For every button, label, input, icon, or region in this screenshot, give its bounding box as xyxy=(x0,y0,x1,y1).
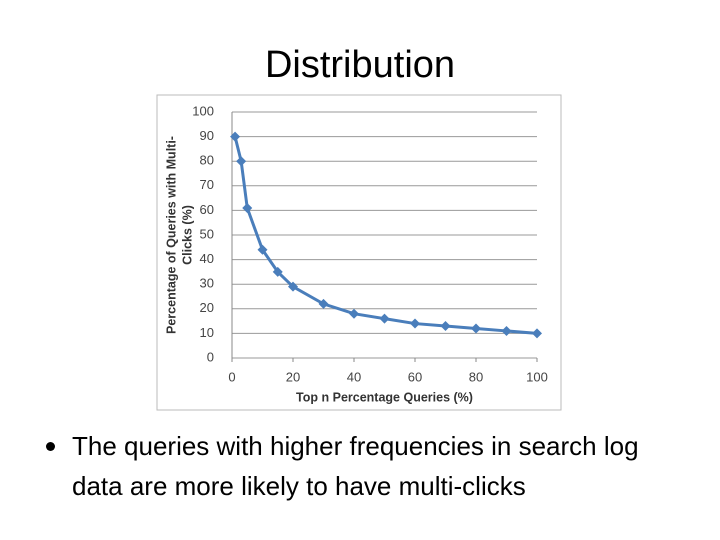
y-tick-label: 40 xyxy=(200,251,214,266)
y-tick-label: 60 xyxy=(200,202,214,217)
data-point xyxy=(242,202,253,213)
y-tick-label: 10 xyxy=(200,325,214,340)
data-point xyxy=(379,313,390,324)
y-tick-label: 50 xyxy=(200,226,214,241)
bullet-dot xyxy=(46,442,55,451)
data-point xyxy=(236,156,247,167)
data-point xyxy=(272,266,283,277)
bullet: The queries with higher frequencies in s… xyxy=(46,426,682,506)
chart-frame xyxy=(156,94,562,411)
x-tick-label: 80 xyxy=(469,369,483,384)
data-point xyxy=(349,308,359,319)
data-point xyxy=(257,244,268,255)
data-line xyxy=(233,136,538,335)
x-tick-label: 20 xyxy=(286,369,300,384)
data-point xyxy=(230,131,241,142)
x-axis-label: Top n Percentage Queries (%) xyxy=(296,390,473,404)
y-tick-label: 100 xyxy=(192,103,214,118)
data-point xyxy=(318,298,329,309)
y-tick-label: 30 xyxy=(200,276,214,291)
y-tick-label: 0 xyxy=(207,349,214,364)
y-tick-label: 90 xyxy=(200,128,214,143)
y-tick-label: 20 xyxy=(200,300,214,315)
bullet-list: The queries with higher frequencies in s… xyxy=(46,426,682,506)
data-point xyxy=(501,325,512,336)
data-point xyxy=(471,323,481,334)
bullet-text: The queries with higher frequencies in s… xyxy=(72,431,639,501)
data-point xyxy=(440,321,451,332)
x-tick-label: 40 xyxy=(347,369,361,384)
y-axis-label: Clicks (%) xyxy=(180,205,194,265)
y-tick-label: 80 xyxy=(200,153,214,168)
y-tick-label: 70 xyxy=(200,177,214,192)
data-point xyxy=(410,318,420,329)
data-point xyxy=(532,328,542,339)
data-point xyxy=(288,281,298,292)
x-tick-label: 60 xyxy=(408,369,422,384)
y-axis-label: Percentage of Queries with Multi- xyxy=(164,136,178,334)
x-tick-label: 0 xyxy=(228,369,235,384)
x-tick-label: 100 xyxy=(526,369,548,384)
slide-title: Distribution xyxy=(264,44,456,86)
